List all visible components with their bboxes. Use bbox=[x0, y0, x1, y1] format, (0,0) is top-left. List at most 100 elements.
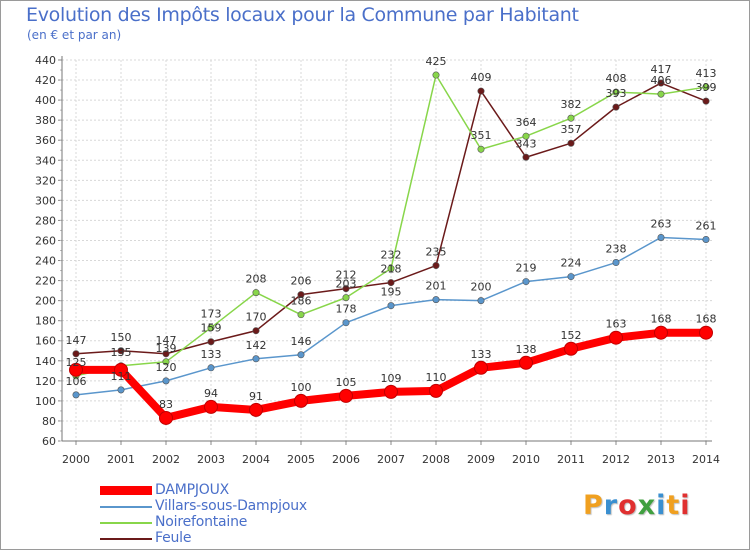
y-tick-label: 280 bbox=[35, 214, 56, 227]
data-label-noirefontaine: 425 bbox=[426, 55, 447, 68]
data-point-villars-sous-dampjoux bbox=[567, 273, 575, 281]
chart-subtitle: (en € et par an) bbox=[27, 28, 122, 42]
data-label-feule: 235 bbox=[426, 246, 447, 259]
data-label-dampjoux: 110 bbox=[426, 371, 447, 384]
data-label-feule: 417 bbox=[651, 63, 672, 76]
x-tick-label: 2013 bbox=[647, 453, 675, 466]
legend-label: Feule bbox=[155, 530, 192, 546]
legend-swatch bbox=[100, 486, 152, 495]
data-point-noirefontaine bbox=[612, 88, 620, 96]
data-point-feule bbox=[252, 327, 260, 335]
y-tick-label: 440 bbox=[35, 54, 56, 67]
data-point-villars-sous-dampjoux bbox=[657, 233, 665, 241]
legend-swatch bbox=[100, 522, 152, 524]
data-point-villars-sous-dampjoux bbox=[522, 278, 530, 286]
data-point-dampjoux bbox=[249, 402, 263, 417]
data-label-noirefontaine: 139 bbox=[156, 342, 177, 355]
data-point-villars-sous-dampjoux bbox=[702, 235, 710, 243]
data-label-noirefontaine: 173 bbox=[201, 308, 222, 321]
data-label-villars-sous-dampjoux: 111 bbox=[111, 370, 132, 383]
data-label-villars-sous-dampjoux: 261 bbox=[696, 219, 717, 232]
data-label-feule: 170 bbox=[246, 311, 267, 324]
legend-label: DAMPJOUX bbox=[155, 482, 230, 498]
y-tick-label: 240 bbox=[35, 255, 56, 268]
y-tick-label: 220 bbox=[35, 275, 56, 288]
data-point-noirefontaine bbox=[432, 71, 440, 79]
data-label-feule: 159 bbox=[201, 322, 222, 335]
data-label-noirefontaine: 408 bbox=[606, 72, 627, 85]
x-tick-label: 2007 bbox=[377, 453, 405, 466]
data-label-villars-sous-dampjoux: 201 bbox=[426, 280, 447, 293]
x-tick-label: 2002 bbox=[152, 453, 180, 466]
data-point-feule bbox=[297, 291, 305, 299]
y-tick-label: 380 bbox=[35, 114, 56, 127]
y-tick-label: 400 bbox=[35, 94, 56, 107]
data-point-villars-sous-dampjoux bbox=[207, 364, 215, 372]
data-label-dampjoux: 109 bbox=[381, 372, 402, 385]
x-tick-label: 2008 bbox=[422, 453, 450, 466]
data-point-feule bbox=[207, 338, 215, 346]
data-point-feule bbox=[342, 285, 350, 293]
legend-swatch bbox=[100, 538, 152, 540]
data-label-noirefontaine: 413 bbox=[696, 67, 717, 80]
data-label-noirefontaine: 125 bbox=[66, 356, 87, 369]
data-label-villars-sous-dampjoux: 219 bbox=[516, 262, 537, 275]
data-point-villars-sous-dampjoux bbox=[252, 355, 260, 363]
data-point-villars-sous-dampjoux bbox=[72, 391, 80, 399]
data-point-villars-sous-dampjoux bbox=[477, 297, 485, 305]
x-tick-label: 2003 bbox=[197, 453, 225, 466]
data-point-feule bbox=[477, 87, 485, 95]
data-point-noirefontaine bbox=[567, 114, 575, 122]
data-point-dampjoux bbox=[114, 362, 128, 377]
y-tick-label: 360 bbox=[35, 134, 56, 147]
data-label-noirefontaine: 135 bbox=[111, 346, 132, 359]
data-point-dampjoux bbox=[699, 325, 713, 340]
y-tick-label: 320 bbox=[35, 174, 56, 187]
data-label-feule: 393 bbox=[606, 87, 627, 100]
data-label-feule: 409 bbox=[471, 71, 492, 84]
data-point-dampjoux bbox=[519, 355, 533, 370]
data-label-villars-sous-dampjoux: 142 bbox=[246, 339, 267, 352]
data-label-noirefontaine: 364 bbox=[516, 116, 537, 129]
data-label-noirefontaine: 203 bbox=[336, 278, 357, 291]
data-label-feule: 218 bbox=[381, 263, 402, 276]
data-point-feule bbox=[567, 139, 575, 147]
data-label-noirefontaine: 382 bbox=[561, 98, 582, 111]
chart-title: Evolution des Impôts locaux pour la Comm… bbox=[26, 4, 579, 26]
data-label-noirefontaine: 351 bbox=[471, 129, 492, 142]
data-point-villars-sous-dampjoux bbox=[432, 296, 440, 304]
y-tick-label: 100 bbox=[35, 395, 56, 408]
data-label-dampjoux: 152 bbox=[561, 329, 582, 342]
data-point-noirefontaine bbox=[162, 358, 170, 366]
y-tick-label: 80 bbox=[42, 415, 56, 428]
x-tick-label: 2005 bbox=[287, 453, 315, 466]
data-label-villars-sous-dampjoux: 178 bbox=[336, 303, 357, 316]
data-label-noirefontaine: 186 bbox=[291, 295, 312, 308]
data-point-dampjoux bbox=[384, 384, 398, 399]
data-point-dampjoux bbox=[429, 383, 443, 398]
data-point-feule bbox=[702, 97, 710, 105]
data-point-villars-sous-dampjoux bbox=[162, 377, 170, 385]
data-point-dampjoux bbox=[609, 330, 623, 345]
data-label-dampjoux: 168 bbox=[696, 313, 717, 326]
data-point-dampjoux bbox=[654, 325, 668, 340]
data-point-dampjoux bbox=[564, 341, 578, 356]
x-tick-label: 2004 bbox=[242, 453, 270, 466]
x-tick-label: 2006 bbox=[332, 453, 360, 466]
proxiti-logo: Proxiti bbox=[583, 490, 691, 521]
data-label-dampjoux: 91 bbox=[249, 390, 263, 403]
data-label-villars-sous-dampjoux: 133 bbox=[201, 348, 222, 361]
data-label-feule: 147 bbox=[156, 334, 177, 347]
data-point-noirefontaine bbox=[657, 90, 665, 98]
data-point-villars-sous-dampjoux bbox=[387, 302, 395, 310]
data-point-dampjoux bbox=[474, 360, 488, 375]
y-tick-label: 420 bbox=[35, 74, 56, 87]
x-tick-label: 2010 bbox=[512, 453, 540, 466]
data-point-villars-sous-dampjoux bbox=[612, 259, 620, 267]
data-point-dampjoux bbox=[159, 410, 173, 425]
legend-label: Noirefontaine bbox=[155, 514, 248, 530]
data-label-dampjoux: 163 bbox=[606, 318, 627, 331]
data-point-noirefontaine bbox=[702, 83, 710, 91]
data-point-noirefontaine bbox=[252, 289, 260, 297]
